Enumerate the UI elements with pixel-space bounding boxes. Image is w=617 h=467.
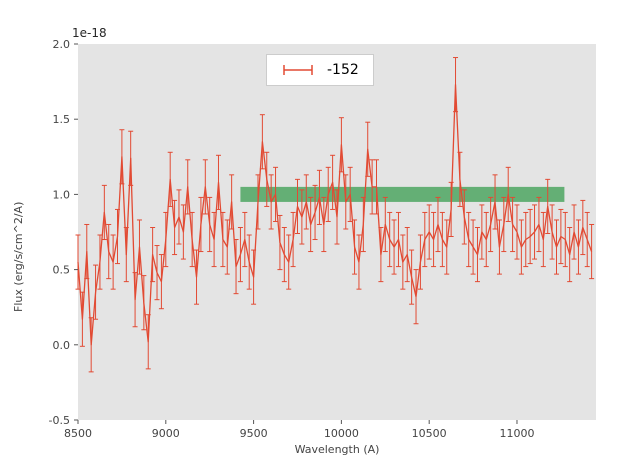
y-tick-label: 2.0	[53, 38, 71, 51]
legend-label: -152	[327, 62, 359, 78]
x-tick-label: 9000	[152, 427, 180, 440]
legend: -152	[266, 54, 374, 86]
x-tick-label: 9500	[240, 427, 268, 440]
y-tick-label: 0.0	[53, 339, 71, 352]
y-tick-label: 0.5	[53, 264, 71, 277]
x-tick-label: 10500	[412, 427, 447, 440]
y-tick-label: 1.0	[53, 188, 71, 201]
x-tick-label: 10000	[324, 427, 359, 440]
y-tick-label: -0.5	[49, 414, 70, 427]
highlight-band	[240, 186, 565, 202]
x-tick-label: 8500	[64, 427, 92, 440]
errorbar-legend-glyph	[283, 65, 313, 75]
x-axis-label: Wavelength (A)	[294, 443, 380, 456]
x-tick-label: 11000	[499, 427, 534, 440]
y-tick-label: 1.5	[53, 113, 71, 126]
y-axis-label: Flux (erg/s/cm^2/A)	[12, 201, 25, 312]
spectrum-line	[77, 83, 593, 346]
y-offset-label: 1e-18	[72, 26, 107, 40]
